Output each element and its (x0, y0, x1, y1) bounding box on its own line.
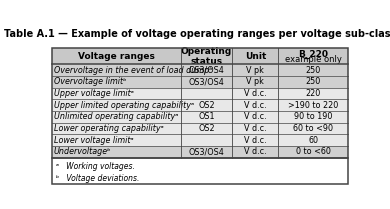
Text: Lower operating capabilityᵃ: Lower operating capabilityᵃ (54, 124, 164, 133)
Text: OS3/OS4: OS3/OS4 (189, 66, 224, 75)
Text: Upper limited operating capabilityᵃ: Upper limited operating capabilityᵃ (54, 101, 194, 110)
Text: OS1: OS1 (198, 112, 215, 121)
Bar (52, 111, 348, 123)
Text: Overvoltage in the event of load dumpᵇ: Overvoltage in the event of load dumpᵇ (54, 66, 213, 75)
Text: OS3/OS4: OS3/OS4 (189, 148, 224, 157)
Text: ᵃ   Working voltages.: ᵃ Working voltages. (56, 162, 135, 171)
Text: V d.c.: V d.c. (244, 112, 267, 121)
Text: 250: 250 (305, 66, 321, 75)
Text: example only: example only (285, 55, 342, 64)
Text: >190 to 220: >190 to 220 (288, 101, 338, 110)
Text: Operating
status: Operating status (181, 47, 232, 66)
Text: OS2: OS2 (198, 124, 215, 133)
Text: V d.c.: V d.c. (244, 148, 267, 157)
Text: V d.c.: V d.c. (244, 101, 267, 110)
Bar (52, 76, 348, 88)
Text: 60: 60 (308, 136, 318, 145)
Text: Upper voltage limitᵃ: Upper voltage limitᵃ (54, 89, 134, 98)
Text: Unit: Unit (245, 52, 266, 61)
Text: Lower voltage limitᵃ: Lower voltage limitᵃ (54, 136, 133, 145)
Bar (52, 158, 348, 184)
Bar (52, 99, 348, 111)
Text: V pk: V pk (246, 77, 264, 86)
Text: 250: 250 (305, 77, 321, 86)
Text: Unlimited operating capabilityᵃ: Unlimited operating capabilityᵃ (54, 112, 178, 121)
Text: V pk: V pk (246, 66, 264, 75)
Bar (52, 48, 348, 158)
Bar (52, 123, 348, 134)
Bar (52, 88, 348, 99)
Bar (52, 64, 348, 76)
Text: B_220: B_220 (298, 50, 328, 59)
Text: Overvoltage limitᵇ: Overvoltage limitᵇ (54, 77, 126, 86)
Text: 90 to 190: 90 to 190 (294, 112, 332, 121)
Text: Voltage ranges: Voltage ranges (78, 52, 154, 61)
Bar (52, 158, 348, 184)
Text: Table A.1 — Example of voltage operating ranges per voltage sub-class: Table A.1 — Example of voltage operating… (4, 29, 390, 39)
Text: OS3/OS4: OS3/OS4 (189, 77, 224, 86)
Text: V d.c.: V d.c. (244, 136, 267, 145)
Text: Undervoltageᵇ: Undervoltageᵇ (54, 148, 112, 157)
Bar (52, 146, 348, 158)
Text: 60 to <90: 60 to <90 (293, 124, 333, 133)
Bar (52, 134, 348, 146)
Text: V d.c.: V d.c. (244, 124, 267, 133)
Text: 220: 220 (305, 89, 321, 98)
Text: V d.c.: V d.c. (244, 89, 267, 98)
Text: 0 to <60: 0 to <60 (296, 148, 331, 157)
Text: OS2: OS2 (198, 101, 215, 110)
Bar (52, 48, 348, 64)
Text: ᵇ   Voltage deviations.: ᵇ Voltage deviations. (56, 174, 140, 183)
